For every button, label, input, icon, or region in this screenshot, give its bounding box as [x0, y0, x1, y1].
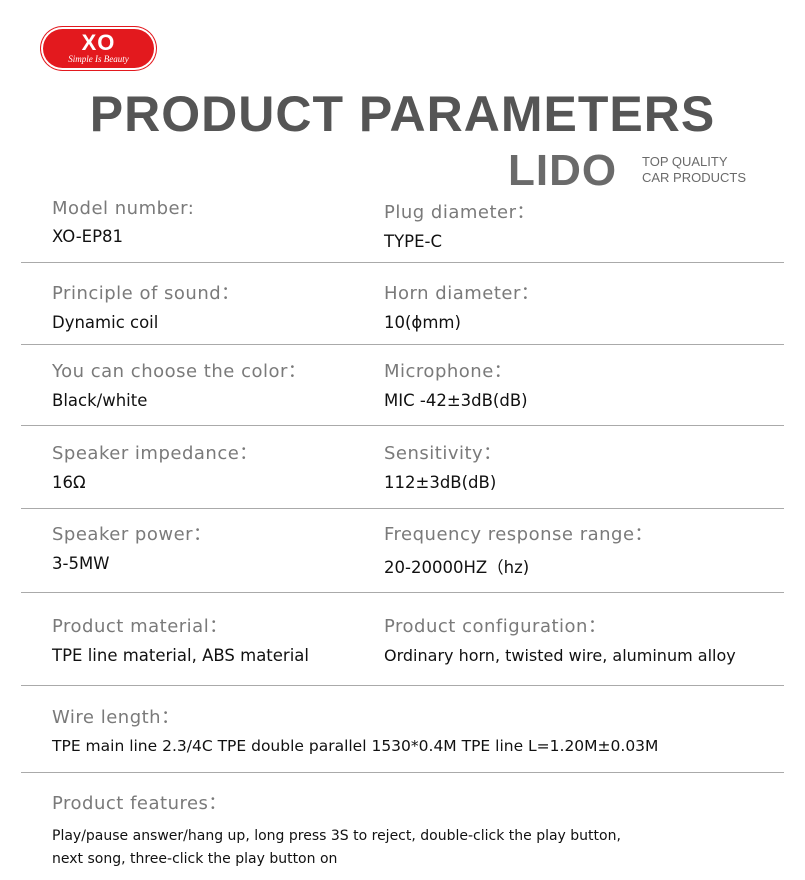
param-label: Sensitivity：: [384, 443, 502, 464]
param-horn-diameter: Horn diameter： 10(ϕmm): [384, 279, 539, 332]
param-value: TYPE-C: [384, 232, 443, 251]
divider: [21, 344, 784, 345]
param-value: 112±3dB(dB): [384, 473, 497, 492]
param-label: Product material：: [52, 616, 228, 637]
param-label: Speaker power：: [52, 524, 212, 545]
param-plug-diameter: Plug diameter： TYPE-C: [384, 198, 535, 251]
divider: [21, 508, 784, 509]
param-sensitivity: Sensitivity： 112±3dB(dB): [384, 439, 502, 492]
param-value: Black/white: [52, 391, 148, 410]
param-speaker-impedance: Speaker impedance： 16Ω: [52, 439, 258, 492]
param-product-material: Product material： TPE line material, ABS …: [52, 612, 309, 665]
logo-mark: XO: [81, 30, 116, 55]
param-label: Frequency response range：: [384, 524, 654, 545]
watermark-line2: CAR PRODUCTS: [642, 170, 747, 185]
param-label: Product features：: [52, 793, 227, 814]
param-color: You can choose the color： Black/white: [52, 357, 306, 410]
param-wire-length: Wire length： TPE main line 2.3/4C TPE dou…: [52, 703, 658, 755]
param-value: XO-EP81: [52, 227, 124, 246]
param-product-configuration: Product configuration： Ordinary horn, twi…: [384, 612, 736, 665]
param-label: Principle of sound：: [52, 283, 240, 304]
divider: [21, 685, 784, 686]
param-label: You can choose the color：: [52, 361, 307, 382]
param-principle-of-sound: Principle of sound： Dynamic coil: [52, 279, 240, 332]
param-label: Microphone：: [384, 361, 513, 382]
divider: [21, 425, 784, 426]
divider: [21, 262, 784, 263]
param-value: 16Ω: [52, 473, 86, 492]
param-value: Play/pause answer/hang up, long press 3S…: [52, 828, 621, 867]
param-value: 20-20000HZ（hz): [384, 558, 530, 577]
param-model-number: Model number: XO-EP81: [52, 198, 194, 246]
param-label: Wire length：: [52, 707, 180, 728]
param-product-features: Product features： Play/pause answer/hang …: [52, 789, 652, 871]
watermark-tagline: TOP QUALITY CAR PRODUCTS: [642, 154, 746, 186]
param-label: Product configuration：: [384, 616, 607, 637]
param-value: 3-5MW: [52, 554, 110, 573]
param-microphone: Microphone： MIC -42±3dB(dB): [384, 357, 528, 410]
param-value: MIC -42±3dB(dB): [384, 391, 528, 410]
param-label: Plug diameter：: [384, 202, 536, 223]
param-value: 10(ϕmm): [384, 313, 461, 332]
param-label: Speaker impedance：: [52, 443, 258, 464]
param-label: Model number:: [52, 198, 195, 219]
logo-slogan: Simple Is Beauty: [68, 54, 129, 64]
divider: [21, 772, 784, 773]
param-value: Dynamic coil: [52, 313, 159, 332]
param-value: TPE main line 2.3/4C TPE double parallel…: [52, 737, 659, 755]
page-title: PRODUCT PARAMETERS: [89, 86, 716, 142]
param-frequency-response: Frequency response range： 20-20000HZ（hz): [384, 520, 653, 578]
param-label: Horn diameter：: [384, 283, 540, 304]
param-speaker-power: Speaker power： 3-5MW: [52, 520, 212, 573]
watermark-line1: TOP QUALITY: [642, 154, 728, 169]
divider: [21, 592, 784, 593]
xo-logo: XO Simple Is Beauty: [41, 27, 156, 70]
param-value: TPE line material, ABS material: [52, 646, 309, 665]
lido-watermark: LIDO TOP QUALITY CAR PRODUCTS: [508, 146, 746, 196]
watermark-text: LIDO: [508, 146, 618, 195]
param-value: Ordinary horn, twisted wire, aluminum al…: [384, 646, 736, 665]
